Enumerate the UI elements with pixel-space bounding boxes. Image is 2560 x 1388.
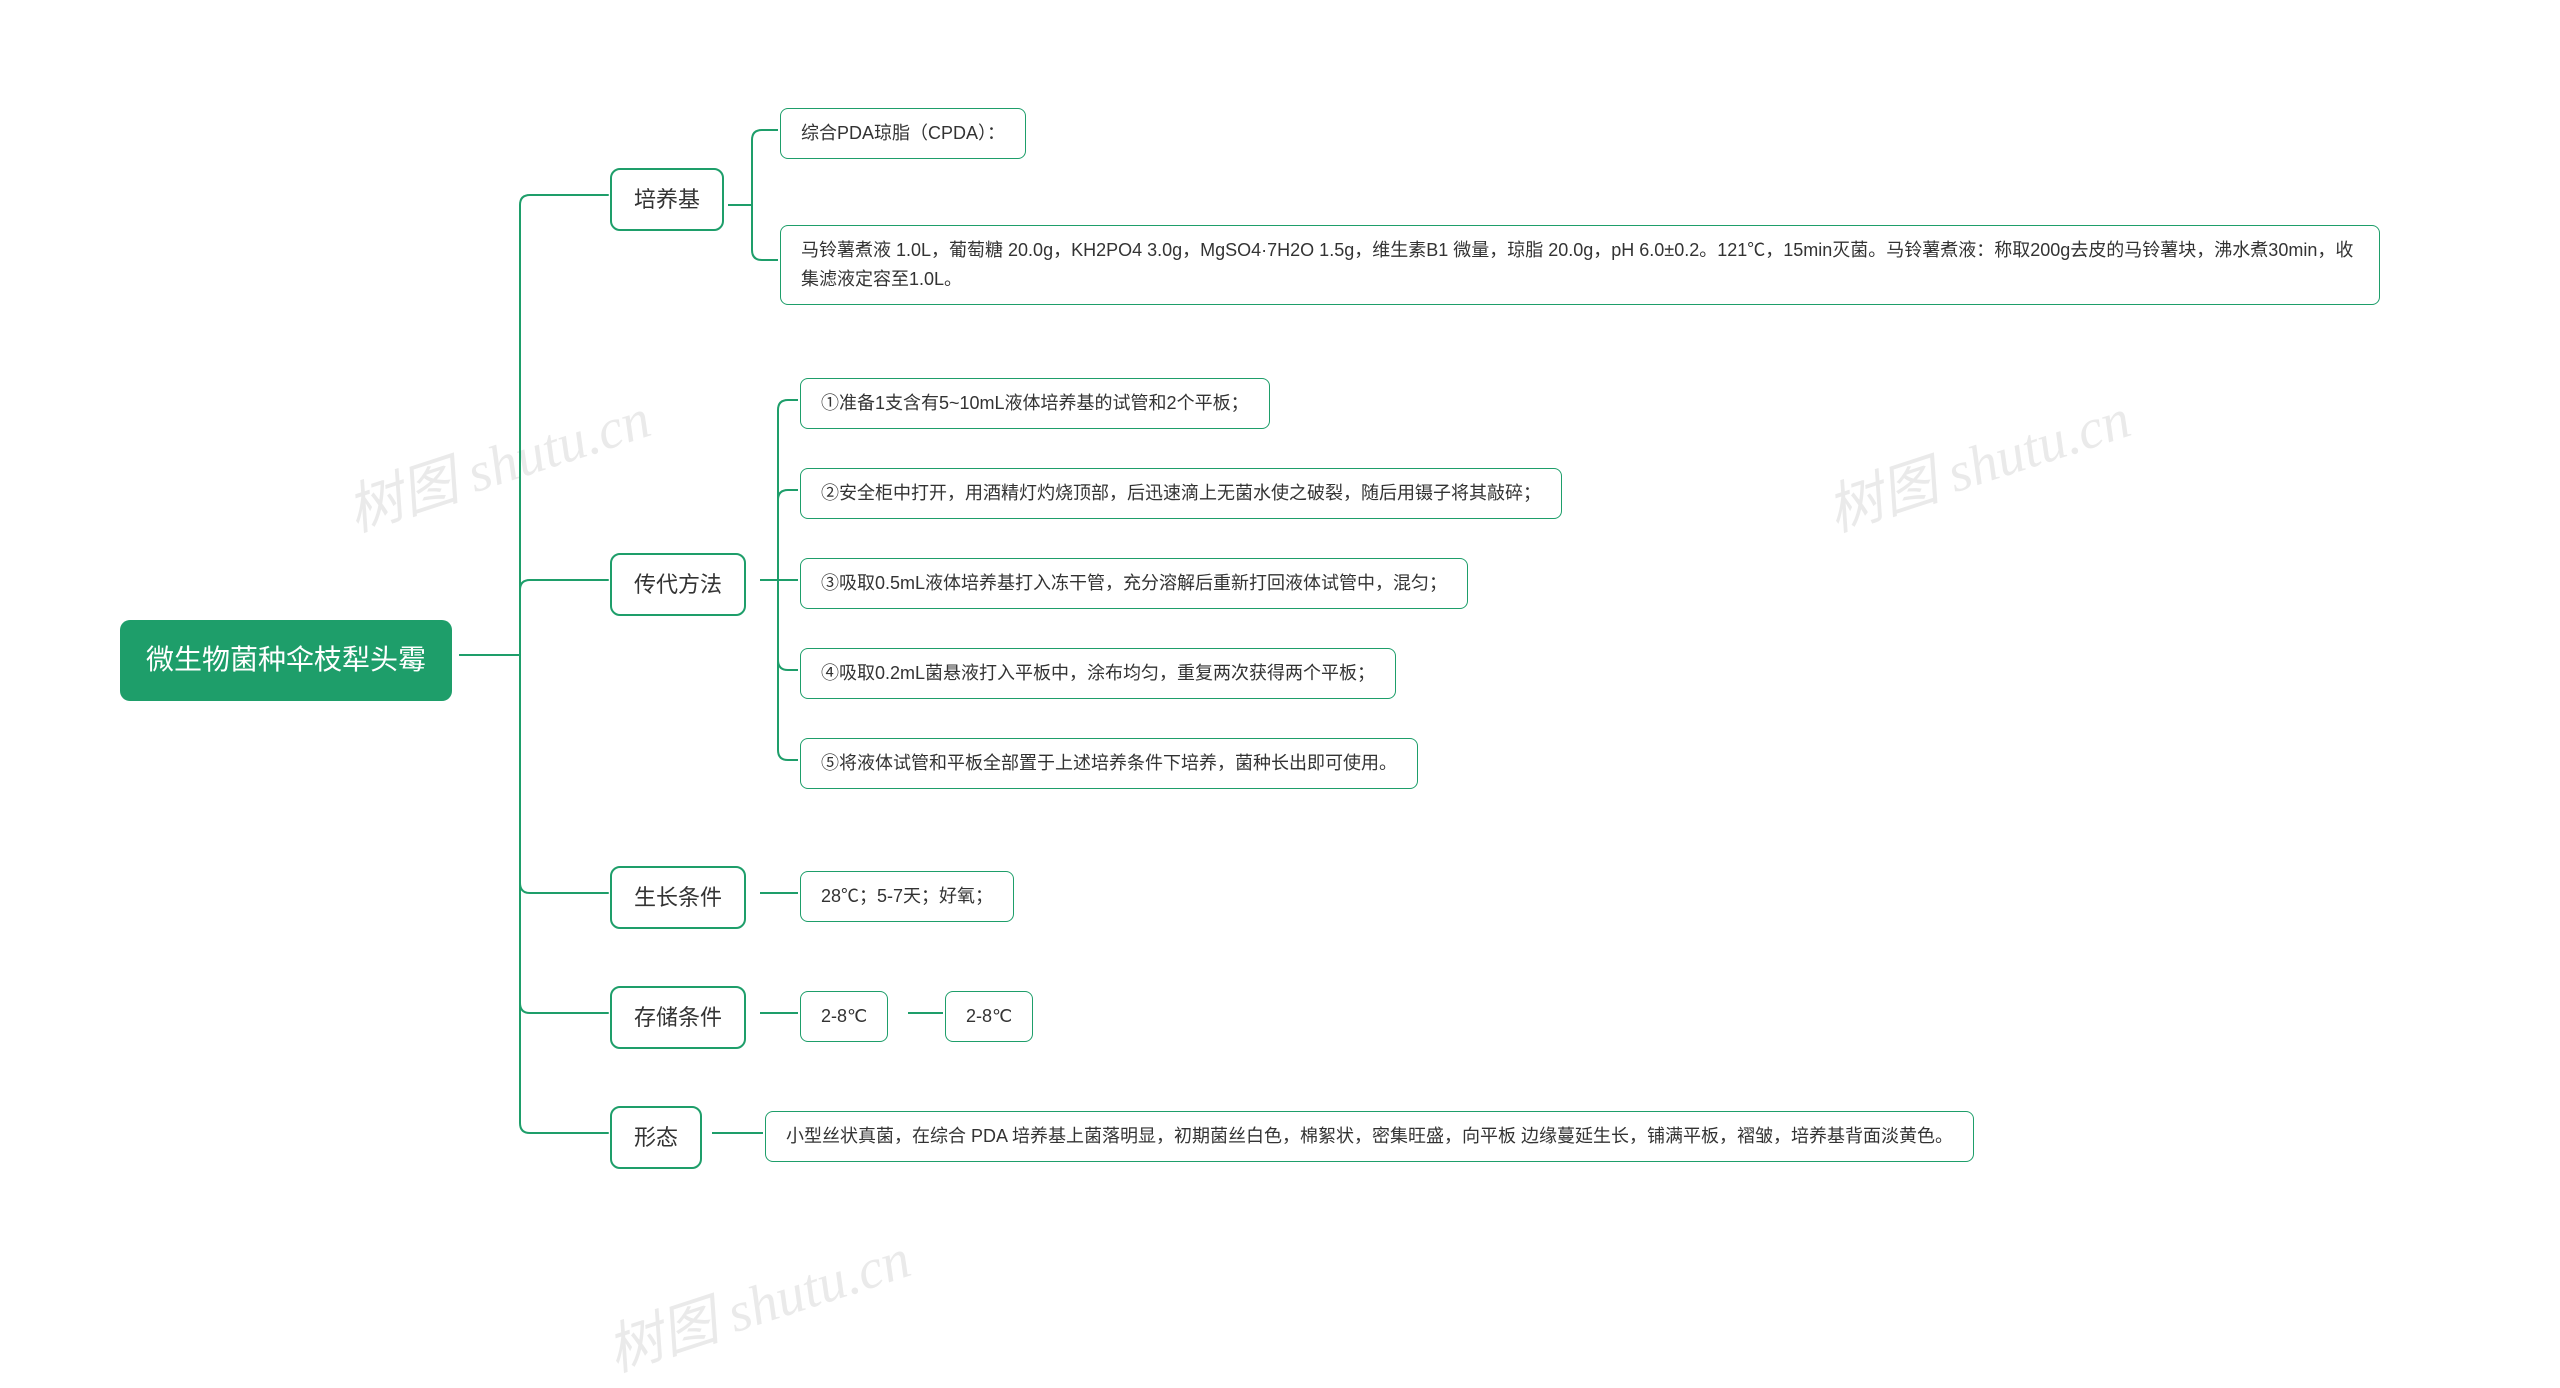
leaf-morphology-0[interactable]: 小型丝状真菌，在综合 PDA 培养基上菌落明显，初期菌丝白色，棉絮状，密集旺盛，… [765,1111,1974,1162]
leaf-subculture-3[interactable]: ④吸取0.2mL菌悬液打入平板中，涂布均匀，重复两次获得两个平板； [800,648,1396,699]
watermark-text: 树图 shutu.cn [595,1213,919,1387]
leaf-subculture-1[interactable]: ②安全柜中打开，用酒精灯灼烧顶部，后迅速滴上无菌水使之破裂，随后用镊子将其敲碎； [800,468,1562,519]
mindmap-canvas: 树图 shutu.cn 树图 shutu.cn 树图 shutu.cn [0,0,2560,1369]
leaf-subculture-2[interactable]: ③吸取0.5mL液体培养基打入冻干管，充分溶解后重新打回液体试管中，混匀； [800,558,1468,609]
leaf-label: ②安全柜中打开，用酒精灯灼烧顶部，后迅速滴上无菌水使之破裂，随后用镊子将其敲碎； [821,479,1541,508]
branch-medium[interactable]: 培养基 [610,168,724,231]
branch-subculture[interactable]: 传代方法 [610,553,746,616]
root-node[interactable]: 微生物菌种伞枝犁头霉 [120,620,452,701]
leaf-medium-1[interactable]: 马铃薯煮液 1.0L，葡萄糖 20.0g，KH2PO4 3.0g，MgSO4·7… [780,225,2380,305]
leaf-growth-0[interactable]: 28℃；5-7天；好氧； [800,871,1014,922]
root-label: 微生物菌种伞枝犁头霉 [146,638,426,683]
branch-label: 形态 [634,1120,678,1155]
branch-morphology[interactable]: 形态 [610,1106,702,1169]
leaf-label: 2-8℃ [821,1002,867,1031]
leaf-label: 小型丝状真菌，在综合 PDA 培养基上菌落明显，初期菌丝白色，棉絮状，密集旺盛，… [786,1122,1953,1151]
branch-label: 存储条件 [634,1000,722,1035]
leaf-label: ④吸取0.2mL菌悬液打入平板中，涂布均匀，重复两次获得两个平板； [821,659,1375,688]
leaf-label: 综合PDA琼脂（CPDA）： [801,119,1005,148]
watermark-text: 树图 shutu.cn [335,373,659,547]
leaf-medium-0[interactable]: 综合PDA琼脂（CPDA）： [780,108,1026,159]
leaf-label: 28℃；5-7天；好氧； [821,882,993,911]
branch-growth[interactable]: 生长条件 [610,866,746,929]
branch-label: 传代方法 [634,567,722,602]
leaf-label: ⑤将液体试管和平板全部置于上述培养条件下培养，菌种长出即可使用。 [821,749,1397,778]
leaf-subculture-4[interactable]: ⑤将液体试管和平板全部置于上述培养条件下培养，菌种长出即可使用。 [800,738,1418,789]
leaf-label: ①准备1支含有5~10mL液体培养基的试管和2个平板； [821,389,1249,418]
branch-label: 生长条件 [634,880,722,915]
leaf-storage-0[interactable]: 2-8℃ [800,991,888,1042]
leaf-label: 马铃薯煮液 1.0L，葡萄糖 20.0g，KH2PO4 3.0g，MgSO4·7… [801,236,2359,294]
branch-label: 培养基 [634,182,700,217]
watermark-text: 树图 shutu.cn [1815,373,2139,547]
leaf-label: 2-8℃ [966,1002,1012,1031]
leaf-label: ③吸取0.5mL液体培养基打入冻干管，充分溶解后重新打回液体试管中，混匀； [821,569,1447,598]
branch-storage[interactable]: 存储条件 [610,986,746,1049]
leaf-subculture-0[interactable]: ①准备1支含有5~10mL液体培养基的试管和2个平板； [800,378,1270,429]
leaf-storage-0-0[interactable]: 2-8℃ [945,991,1033,1042]
